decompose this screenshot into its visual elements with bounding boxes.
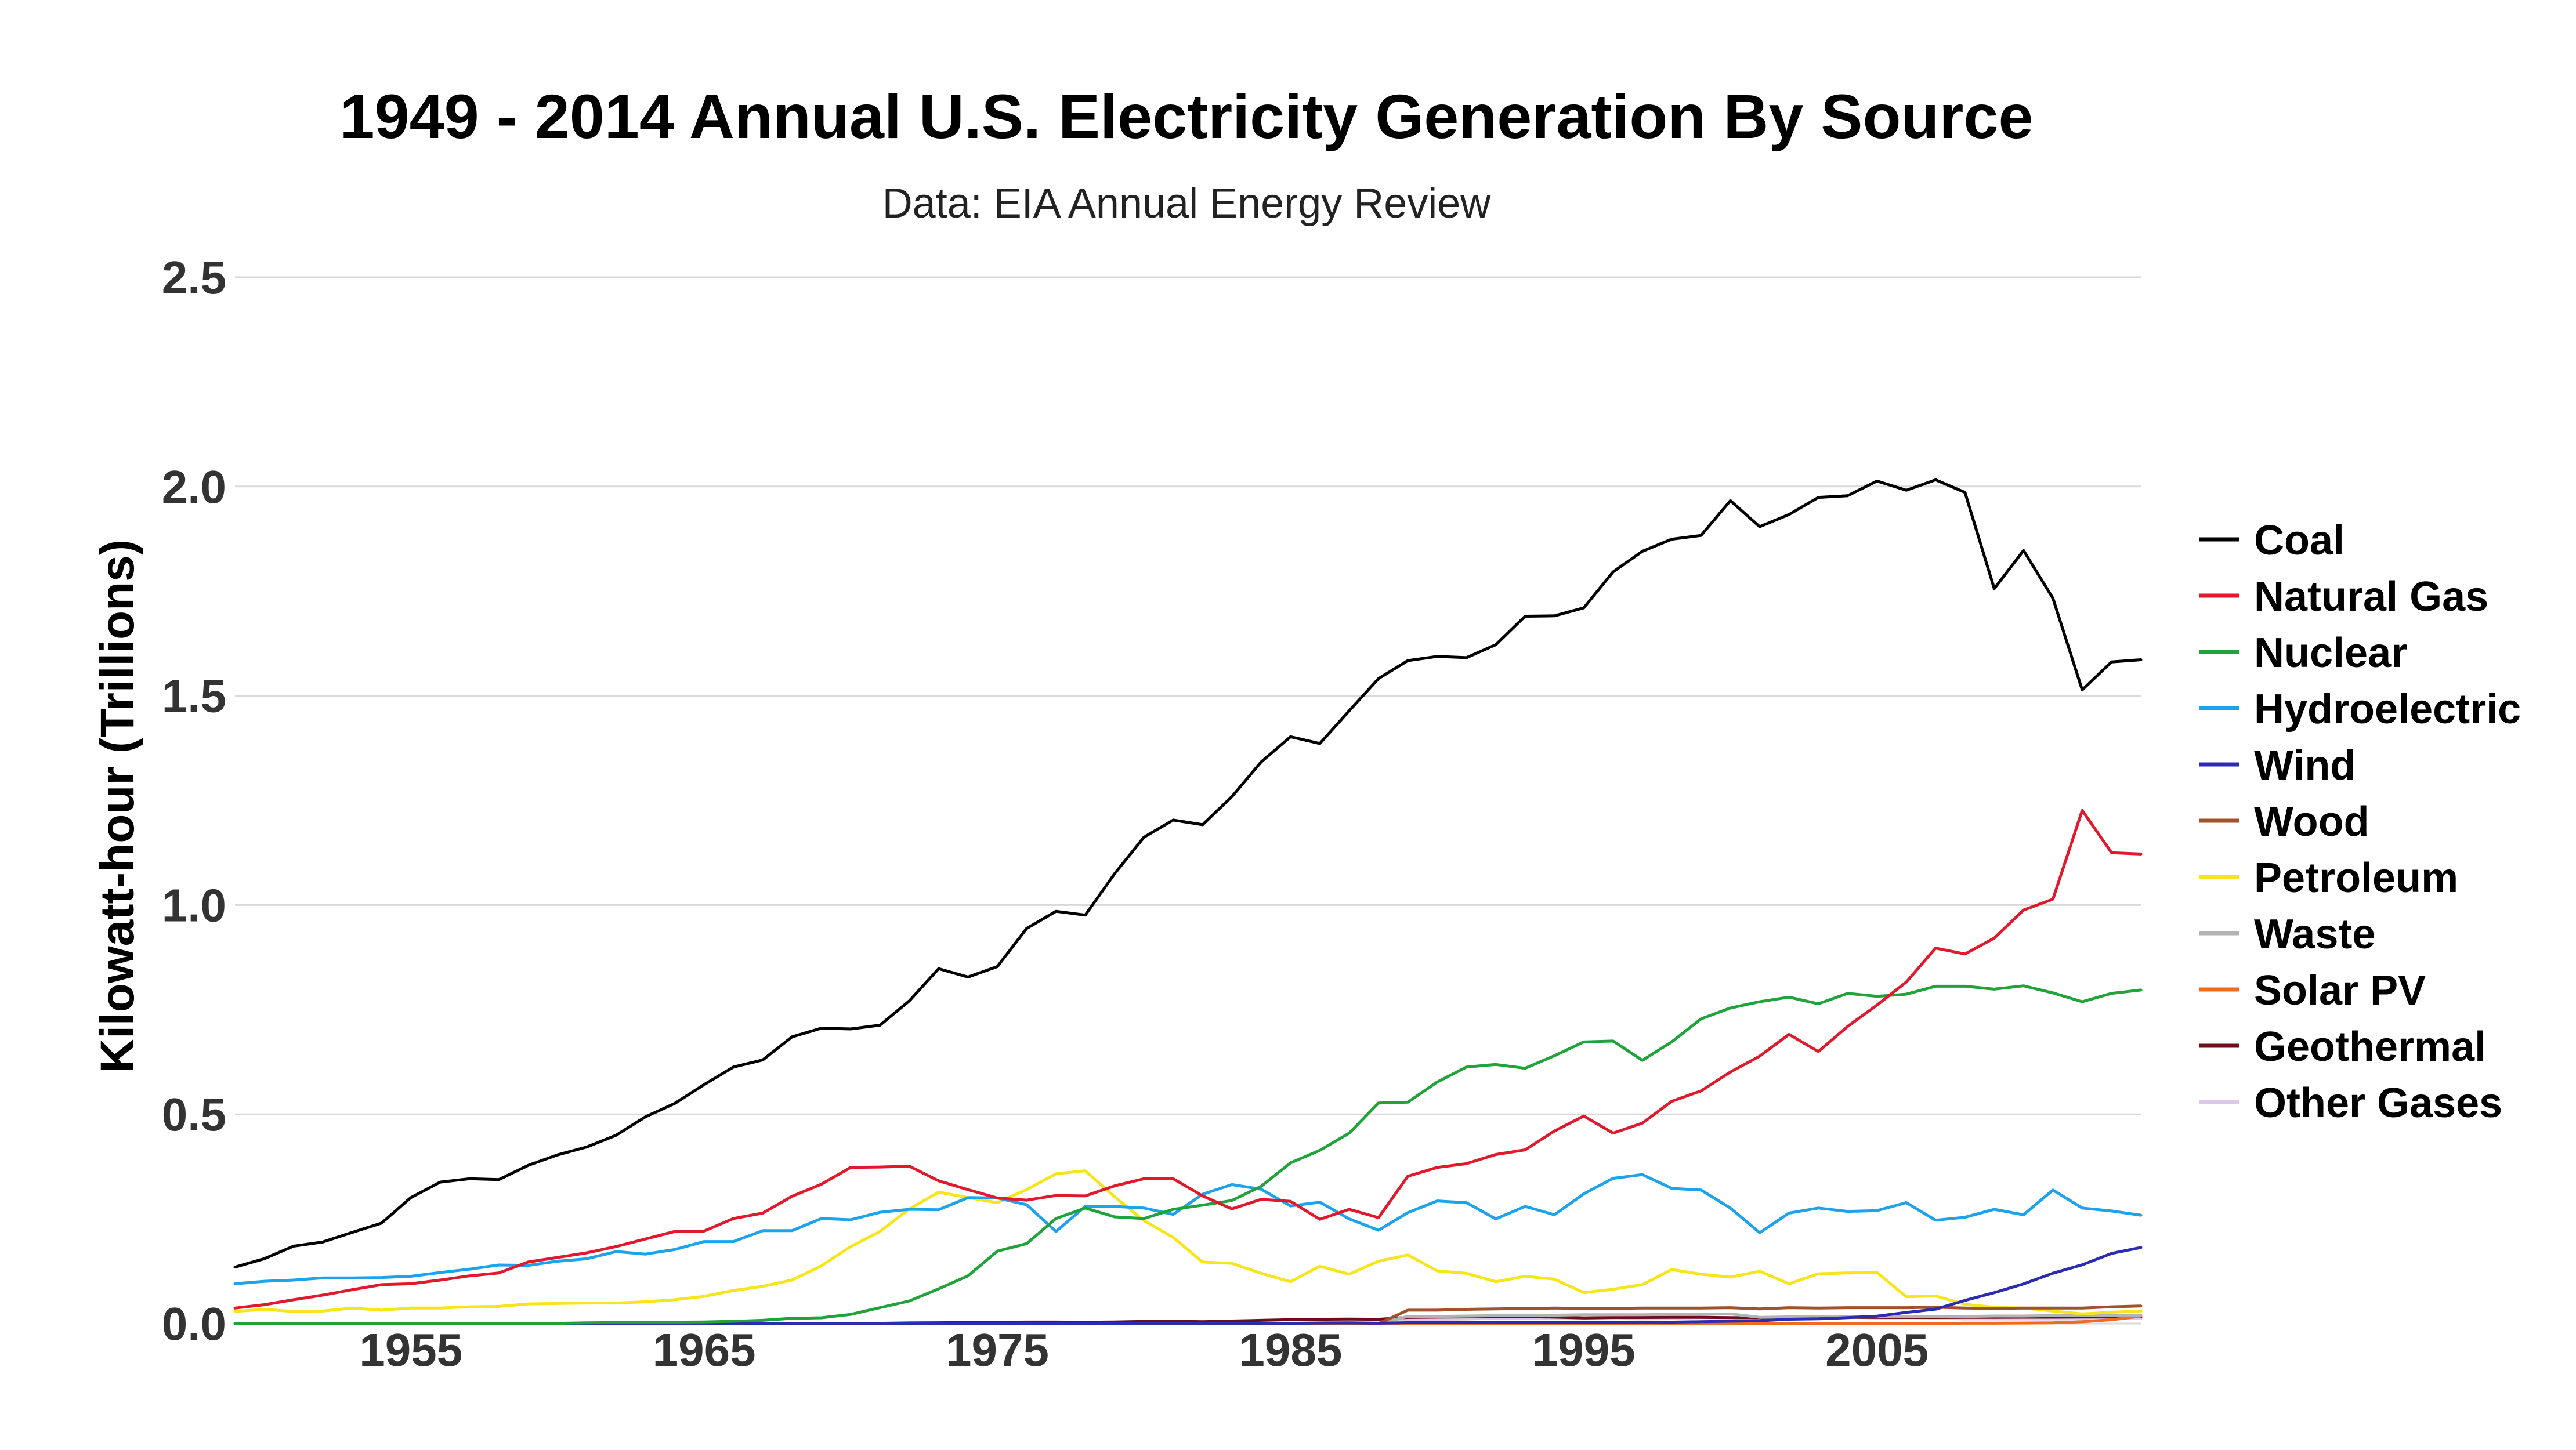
y-tick-label: 0.0 (162, 1298, 226, 1350)
legend-label-wood: Wood (2254, 799, 2369, 845)
legend-label-coal: Coal (2254, 517, 2345, 564)
y-tick-label: 0.5 (162, 1089, 226, 1140)
chart-title: 1949 - 2014 Annual U.S. Electricity Gene… (339, 81, 2033, 151)
y-tick-label: 2.5 (162, 252, 226, 303)
chart-subtitle: Data: EIA Annual Energy Review (882, 180, 1492, 227)
plot-area (233, 478, 2143, 1325)
series-line-hydroelectric (233, 1173, 2143, 1285)
legend-label-nuclear: Nuclear (2254, 630, 2407, 676)
series-line-coal (233, 478, 2143, 1269)
gridlines (235, 276, 2141, 1325)
legend-label-wind: Wind (2254, 742, 2356, 789)
legend-label-solar-pv: Solar PV (2254, 967, 2426, 1014)
x-tick-label: 2005 (1825, 1324, 1929, 1376)
x-axis-ticks: 1955 1965 1975 1985 1995 2005 (359, 1324, 1929, 1376)
x-tick-label: 1975 (946, 1324, 1049, 1376)
x-tick-label: 1995 (1532, 1324, 1636, 1376)
x-tick-label: 1965 (653, 1324, 756, 1376)
legend-label-other-gases: Other Gases (2254, 1080, 2502, 1126)
y-axis-label: Kilowatt-hour (Trillions) (91, 539, 144, 1073)
series-line-wind (233, 1246, 2143, 1325)
series-line-nuclear (233, 984, 2143, 1325)
legend-label-natural-gas: Natural Gas (2254, 574, 2488, 620)
series-line-petroleum (233, 1169, 2143, 1315)
x-tick-label: 1985 (1239, 1324, 1342, 1376)
y-tick-label: 1.0 (162, 879, 226, 931)
legend-label-geothermal: Geothermal (2254, 1024, 2486, 1070)
y-tick-label: 1.5 (162, 670, 226, 722)
legend-label-waste: Waste (2254, 911, 2375, 958)
legend-label-petroleum: Petroleum (2254, 855, 2458, 901)
y-tick-label: 2.0 (162, 461, 226, 513)
legend: Coal Natural Gas Nuclear Hydroelectric Wind W… (2199, 517, 2521, 1126)
legend-label-hydroelectric: Hydroelectric (2254, 686, 2521, 733)
y-axis-ticks: 0.0 0.5 1.0 1.5 2.0 2.5 (162, 252, 226, 1350)
x-tick-label: 1955 (359, 1324, 462, 1376)
series-line-natural-gas (233, 809, 2143, 1310)
